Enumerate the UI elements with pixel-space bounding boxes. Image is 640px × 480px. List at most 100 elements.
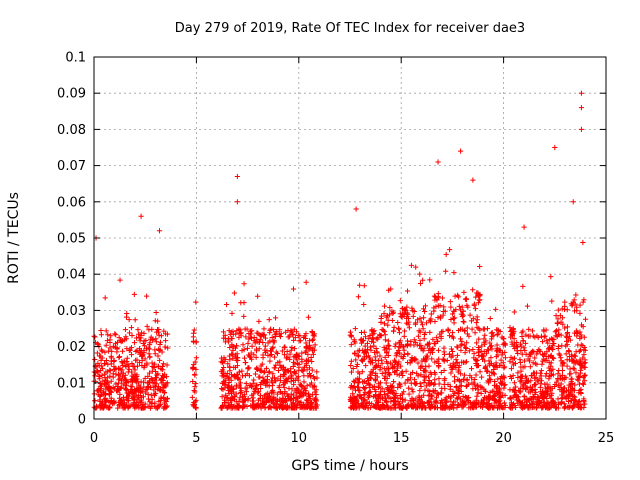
data-point (458, 311, 464, 317)
data-point (479, 385, 485, 391)
data-point (132, 317, 138, 323)
data-point (572, 397, 578, 403)
data-point (283, 368, 289, 374)
data-point (130, 377, 136, 383)
data-point (101, 397, 107, 403)
data-point (486, 358, 492, 364)
data-point (416, 394, 423, 401)
data-point (450, 402, 456, 408)
data-point (475, 300, 482, 306)
data-point (543, 353, 549, 360)
data-point (422, 358, 428, 364)
data-point (435, 159, 441, 165)
data-point (155, 371, 161, 377)
data-point (581, 352, 587, 358)
data-point (111, 357, 117, 364)
data-point (371, 383, 377, 390)
data-point (225, 375, 232, 381)
data-point (381, 328, 388, 335)
data-point (361, 350, 367, 356)
data-point (353, 357, 359, 363)
data-point (367, 332, 373, 339)
data-point (361, 301, 367, 308)
data-point (260, 354, 266, 361)
data-point (348, 384, 354, 390)
data-point (290, 331, 296, 337)
data-point (227, 331, 233, 337)
data-point (514, 344, 521, 350)
data-point (413, 339, 419, 345)
data-point (510, 373, 516, 379)
data-point (237, 395, 243, 401)
data-point (102, 295, 108, 301)
data-point (260, 375, 266, 381)
data-point (405, 403, 412, 409)
data-point (103, 390, 109, 397)
data-point (455, 402, 461, 408)
data-point (566, 349, 572, 355)
data-point (573, 328, 579, 334)
data-point (147, 384, 154, 390)
data-point (225, 388, 231, 394)
data-point (268, 398, 275, 404)
data-point (541, 394, 547, 401)
data-point (163, 383, 169, 389)
data-point (266, 369, 273, 375)
data-point (243, 388, 250, 395)
data-point (508, 366, 515, 372)
data-point (382, 392, 388, 398)
data-point (485, 347, 492, 353)
data-point (236, 326, 242, 332)
data-point (239, 394, 246, 400)
data-point (481, 336, 487, 342)
data-point (572, 360, 578, 366)
data-point (269, 382, 276, 388)
data-point (348, 358, 355, 364)
data-point (352, 387, 359, 393)
data-point (300, 389, 307, 396)
data-point (405, 315, 412, 322)
data-point (461, 401, 467, 407)
data-point (459, 326, 465, 332)
data-point (458, 371, 464, 377)
data-point (108, 385, 114, 391)
data-point (432, 359, 438, 365)
data-point (418, 364, 424, 370)
data-point (251, 391, 257, 397)
data-point (538, 381, 544, 387)
data-point (472, 306, 479, 312)
data-point (303, 331, 309, 337)
data-point (382, 369, 389, 375)
data-point (410, 313, 416, 320)
data-point (467, 312, 473, 318)
data-point (396, 372, 402, 378)
data-point (487, 373, 493, 379)
data-point (102, 399, 109, 405)
data-point (348, 369, 355, 375)
data-point (408, 262, 415, 268)
data-point (448, 370, 454, 376)
data-point (271, 354, 278, 360)
data-point (369, 327, 375, 333)
data-point (569, 301, 575, 307)
data-point (442, 308, 448, 314)
data-point (272, 333, 279, 340)
data-point (390, 309, 396, 315)
data-point (306, 365, 313, 371)
data-point (388, 360, 394, 366)
data-point (108, 389, 114, 396)
data-point (441, 349, 447, 355)
data-point (290, 377, 297, 384)
data-point (141, 343, 148, 349)
data-point (92, 363, 98, 369)
data-point (552, 144, 558, 151)
data-point (539, 403, 545, 409)
data-point (422, 405, 429, 411)
data-point (420, 348, 426, 354)
data-point (460, 404, 466, 410)
data-point (362, 354, 368, 360)
data-point (424, 355, 430, 361)
data-point (144, 293, 150, 299)
data-point (570, 199, 576, 205)
data-point (531, 375, 538, 381)
